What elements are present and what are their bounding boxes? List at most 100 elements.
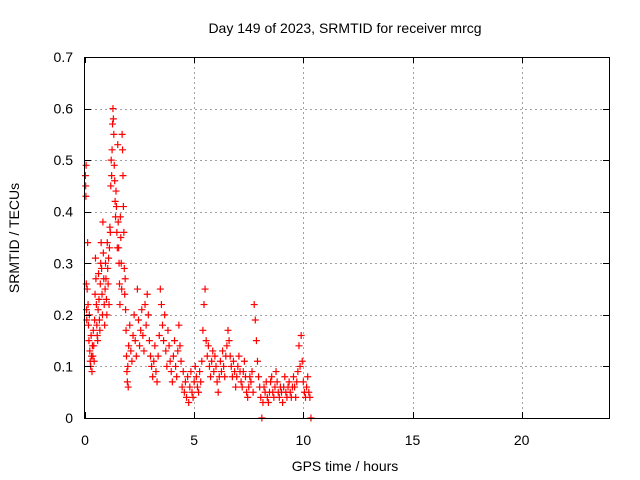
data-point — [164, 326, 172, 334]
data-point — [157, 301, 165, 309]
data-point — [209, 347, 217, 355]
data-point — [173, 373, 181, 381]
data-point — [237, 378, 245, 386]
data-point — [183, 393, 191, 401]
data-point — [220, 362, 228, 370]
data-point — [223, 342, 231, 350]
data-point — [248, 368, 256, 376]
plot-frame — [84, 57, 610, 419]
data-point — [142, 321, 150, 329]
data-point — [192, 373, 200, 381]
data-point — [216, 357, 224, 365]
data-point — [214, 388, 222, 396]
data-point — [190, 378, 198, 386]
data-point — [123, 368, 131, 376]
data-point — [175, 321, 183, 329]
x-tick-label: 15 — [405, 432, 421, 448]
data-point — [226, 352, 234, 360]
data-point — [153, 378, 161, 386]
data-point — [115, 280, 123, 288]
y-tick-label: 0.7 — [54, 49, 74, 65]
data-point — [95, 270, 103, 278]
data-point — [225, 337, 233, 345]
data-point — [221, 373, 229, 381]
data-point — [211, 352, 219, 360]
data-point — [119, 203, 127, 211]
data-point — [232, 383, 240, 391]
data-point — [105, 254, 113, 262]
data-point — [141, 301, 149, 309]
data-point — [234, 362, 242, 370]
data-point — [116, 301, 124, 309]
data-point — [151, 342, 159, 350]
data-point — [147, 352, 154, 360]
data-point — [149, 373, 157, 381]
data-point — [124, 362, 132, 370]
data-point — [263, 393, 271, 401]
data-point — [207, 373, 215, 381]
data-point — [273, 378, 281, 386]
data-point — [281, 373, 289, 381]
x-tick-label: 0 — [81, 432, 89, 448]
data-point — [155, 331, 163, 339]
data-point — [132, 352, 140, 360]
data-point — [110, 161, 118, 169]
y-tick-label: 0.2 — [54, 307, 74, 323]
data-point — [88, 368, 96, 376]
data-point — [240, 357, 248, 365]
data-point — [188, 388, 196, 396]
data-point — [97, 239, 105, 247]
data-point — [103, 311, 111, 319]
data-point — [165, 342, 173, 350]
data-point — [247, 378, 255, 386]
data-point — [156, 285, 164, 293]
data-point — [99, 218, 107, 226]
data-point — [253, 357, 261, 365]
data-point — [105, 244, 113, 252]
data-point — [92, 301, 100, 309]
data-point — [249, 388, 257, 396]
data-point — [108, 146, 116, 154]
x-tick-label: 10 — [296, 432, 312, 448]
x-tick-label: 20 — [514, 432, 530, 448]
data-point — [94, 337, 102, 345]
data-point — [114, 141, 122, 149]
data-point — [101, 285, 109, 293]
data-point — [179, 368, 187, 376]
data-point — [140, 347, 148, 355]
data-point — [169, 352, 177, 360]
data-point — [272, 368, 280, 376]
data-point — [187, 368, 195, 376]
data-point — [306, 393, 314, 401]
data-point — [246, 373, 254, 381]
data-point — [210, 368, 218, 376]
data-point — [186, 383, 194, 391]
data-point — [121, 275, 129, 283]
data-point — [267, 378, 275, 386]
data-point — [191, 362, 199, 370]
data-point — [118, 130, 126, 138]
data-point — [304, 373, 312, 381]
data-point — [174, 347, 182, 355]
data-point — [292, 393, 300, 401]
x-axis-label: GPS time / hours — [292, 458, 399, 474]
y-tick-label: 0.1 — [54, 358, 74, 374]
data-point — [106, 228, 114, 236]
data-point — [109, 115, 117, 123]
data-point — [213, 378, 221, 386]
data-point — [298, 357, 306, 365]
data-point — [127, 347, 135, 355]
data-point — [104, 264, 112, 272]
data-point — [224, 326, 232, 334]
data-point — [99, 249, 107, 257]
data-point — [291, 383, 299, 391]
data-point — [84, 301, 92, 309]
data-point — [143, 290, 151, 298]
data-point — [91, 290, 99, 298]
data-point — [130, 311, 138, 319]
data-point — [105, 301, 113, 309]
data-point — [255, 373, 263, 381]
data-point — [128, 357, 136, 365]
axis-ticks: 0 5 10 15 20 0 0.1 0.2 0.3 0.4 0.5 0.6 0.7 — [54, 49, 609, 448]
